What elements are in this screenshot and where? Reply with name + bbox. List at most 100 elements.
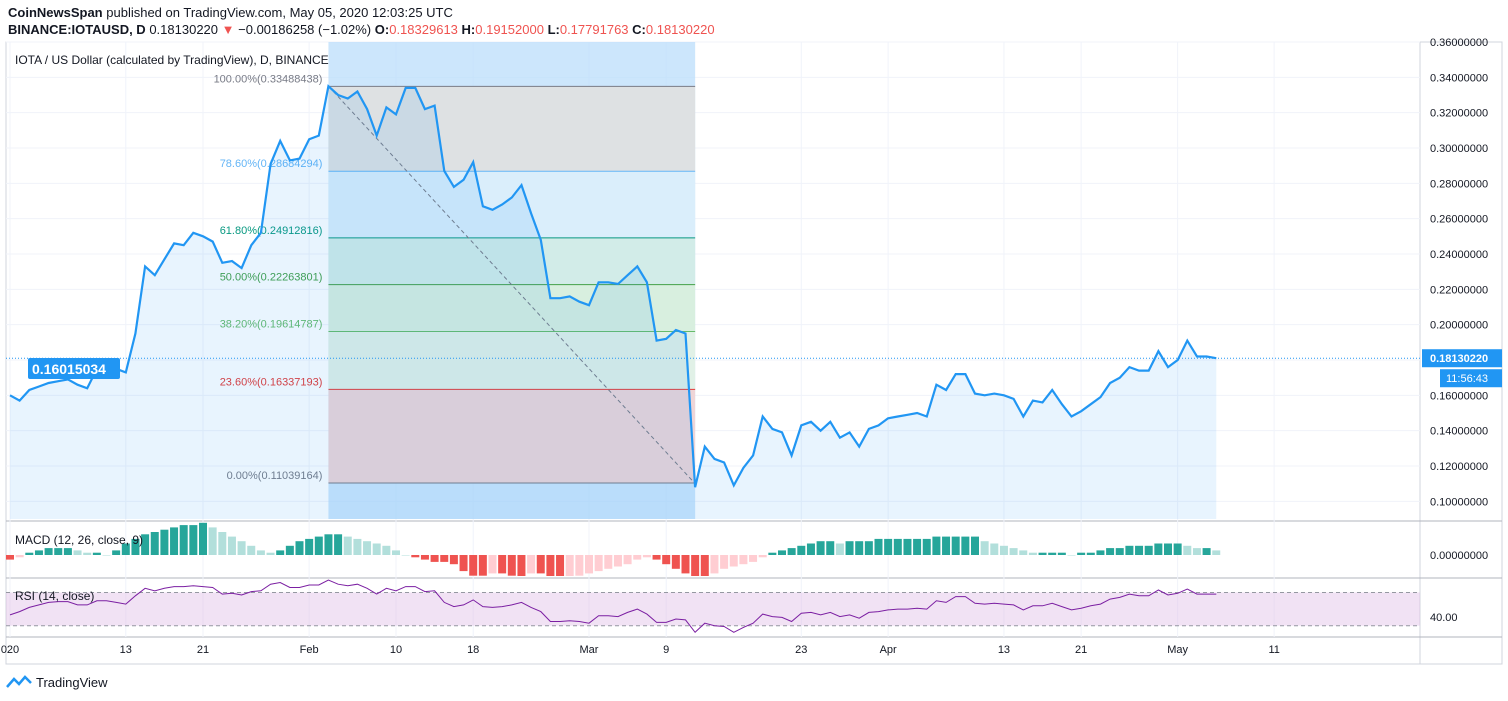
- macd-bar: [594, 555, 603, 572]
- x-tick-label: Mar: [580, 644, 599, 656]
- y-tick-label: 0.26000000: [1430, 214, 1488, 226]
- rsi-y-tick: 40.00: [1430, 612, 1458, 624]
- macd-bar: [382, 545, 391, 555]
- macd-bar: [556, 555, 565, 576]
- x-tick-label: 10: [390, 644, 402, 656]
- macd-bar: [1154, 543, 1163, 555]
- macd-bar: [1106, 548, 1115, 555]
- macd-bar: [864, 541, 873, 555]
- macd-bar: [237, 541, 246, 555]
- macd-bar: [25, 552, 34, 555]
- macd-bar: [913, 538, 922, 555]
- macd-bar: [681, 555, 690, 574]
- macd-bar: [1125, 545, 1134, 555]
- macd-bar: [131, 538, 140, 555]
- macd-bar: [1183, 545, 1192, 555]
- x-tick-label: 21: [1075, 644, 1087, 656]
- macd-bar: [691, 555, 700, 576]
- y-tick-label: 0.14000000: [1430, 426, 1488, 438]
- fib-zone-fill: [328, 171, 696, 238]
- macd-bar: [1009, 548, 1018, 555]
- last-price-badge: [1422, 349, 1502, 368]
- macd-bar: [102, 555, 111, 556]
- macd-bar: [63, 548, 72, 555]
- macd-bar: [999, 545, 1008, 555]
- macd-bar: [739, 555, 748, 565]
- macd-bar: [295, 541, 304, 555]
- macd-bar: [121, 543, 130, 555]
- macd-bar: [1096, 550, 1105, 555]
- macd-bar: [961, 536, 970, 555]
- macd-bar: [430, 555, 439, 562]
- macd-bar: [527, 555, 536, 574]
- macd-bar: [806, 543, 815, 555]
- macd-bar: [642, 555, 651, 558]
- macd-bar: [575, 555, 584, 576]
- macd-bar: [951, 536, 960, 555]
- macd-bar: [845, 541, 854, 555]
- fib-zone-fill: [328, 86, 696, 172]
- footer-brand[interactable]: TradingView: [6, 674, 108, 690]
- macd-bar: [6, 555, 14, 560]
- macd-label: MACD (12, 26, close, 9): [15, 533, 143, 547]
- macd-bar: [314, 536, 323, 555]
- macd-bar: [208, 527, 217, 555]
- macd-bar: [392, 550, 400, 555]
- macd-y-tick: 0.00000000: [1430, 550, 1488, 562]
- crosshair-badge: [28, 358, 120, 379]
- macd-bar: [92, 552, 101, 555]
- macd-bar: [1202, 548, 1211, 555]
- macd-bar: [932, 536, 941, 555]
- fib-level-label: 61.80%(0.24912816): [220, 225, 323, 237]
- published-text: published on TradingView.com, May 05, 20…: [106, 5, 453, 20]
- macd-bar: [778, 550, 786, 555]
- macd-bar: [720, 555, 729, 569]
- rsi-band: [6, 592, 1420, 626]
- macd-bar: [749, 555, 758, 562]
- macd-bar: [199, 522, 207, 555]
- low-value: 0.17791763: [559, 22, 629, 37]
- macd-bar: [507, 555, 516, 576]
- macd-bar: [459, 555, 468, 572]
- macd-bar: [1019, 550, 1028, 555]
- macd-bar: [141, 534, 150, 555]
- macd-bar: [343, 536, 352, 555]
- fib-level-label: 0.00%(0.11039164): [227, 470, 323, 482]
- rsi-label: RSI (14, close): [15, 589, 94, 603]
- y-tick-label: 0.22000000: [1430, 284, 1488, 296]
- fib-zone-fill: [328, 237, 696, 285]
- macd-bar: [411, 555, 420, 558]
- crosshair-label: 0.16015034: [32, 361, 106, 377]
- macd-bar: [884, 538, 893, 555]
- macd-bar: [1135, 545, 1144, 555]
- macd-bar: [1038, 552, 1047, 555]
- y-tick-label: 0.32000000: [1430, 108, 1488, 120]
- macd-bar: [170, 527, 179, 555]
- symbol-label: BINANCE:IOTAUSD, D: [8, 22, 146, 37]
- macd-bar: [700, 555, 709, 576]
- high-label: H:: [461, 22, 476, 37]
- macd-bar: [893, 538, 902, 555]
- macd-bar: [585, 555, 593, 574]
- macd-bar: [469, 555, 478, 576]
- macd-bar: [787, 548, 796, 555]
- macd-bar: [363, 541, 372, 555]
- macd-bar: [671, 555, 680, 569]
- macd-bar: [1028, 552, 1037, 555]
- macd-bar: [604, 555, 613, 569]
- macd-bar: [256, 550, 265, 555]
- macd-bar: [285, 545, 294, 555]
- fib-zone-fill: [328, 284, 696, 332]
- macd-bar: [478, 555, 487, 576]
- x-tick-label: May: [1167, 644, 1188, 656]
- x-tick-label: 18: [467, 644, 479, 656]
- ohlc-legend: BINANCE:IOTAUSD, D 0.18130220 ▼ −0.00186…: [8, 22, 715, 37]
- macd-bar: [189, 525, 198, 555]
- macd-bar: [758, 555, 767, 558]
- y-tick-label: 0.34000000: [1430, 72, 1488, 84]
- close-value: 0.18130220: [645, 22, 715, 37]
- macd-bar: [942, 536, 951, 555]
- open-label: O:: [374, 22, 390, 37]
- macd-bar: [652, 555, 661, 560]
